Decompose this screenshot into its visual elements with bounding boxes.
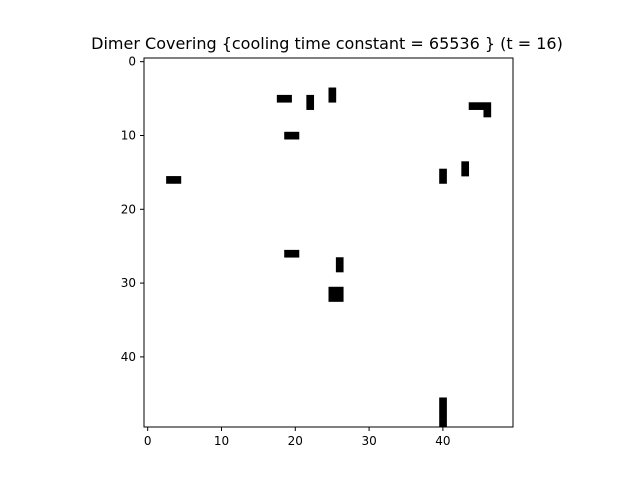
x-tick-label: 10 [214, 434, 229, 448]
filled-cell [439, 412, 447, 420]
x-tick-label: 40 [435, 434, 450, 448]
filled-cell [476, 102, 484, 110]
filled-cell [173, 176, 182, 184]
y-tick-label: 20 [121, 202, 136, 216]
x-tick-label: 30 [361, 434, 376, 448]
plot-frame [143, 57, 514, 428]
filled-cell [335, 286, 344, 295]
plot-area [144, 58, 513, 427]
filled-cell [306, 94, 315, 103]
filled-cell [483, 102, 492, 110]
filled-cell [291, 249, 300, 258]
filled-cell [439, 397, 447, 406]
filled-cell [439, 168, 447, 177]
filled-cell [291, 131, 300, 140]
x-tick-label: 0 [144, 434, 152, 448]
filled-cell [328, 87, 337, 96]
filled-cell [284, 131, 292, 140]
filled-cell [461, 168, 470, 177]
filled-cells-layer [166, 87, 492, 428]
y-tick-label: 40 [121, 350, 136, 364]
filled-cell [483, 109, 492, 118]
filled-cell [335, 264, 344, 273]
filled-cell [461, 161, 470, 169]
y-tick-label: 0 [128, 55, 136, 69]
filled-cell [439, 419, 447, 428]
filled-cell [439, 404, 447, 413]
filled-cell [335, 294, 344, 302]
y-axis: 0 10 20 30 40 [121, 55, 144, 364]
y-tick-label: 10 [121, 128, 136, 142]
filled-cell [439, 176, 447, 184]
filled-cell [328, 94, 337, 103]
filled-cell [276, 94, 285, 103]
x-axis: 0 10 20 30 40 [144, 427, 451, 448]
filled-cell [166, 176, 174, 184]
x-tick-label: 20 [288, 434, 303, 448]
filled-cell [468, 102, 477, 110]
y-tick-label: 30 [121, 276, 136, 290]
chart-title: Dimer Covering {cooling time constant = … [91, 34, 563, 53]
filled-cell [306, 102, 315, 110]
filled-cell [284, 94, 292, 103]
filled-cell [328, 294, 337, 302]
filled-cell [284, 249, 292, 258]
filled-cell [335, 257, 344, 265]
filled-cell [328, 286, 337, 295]
